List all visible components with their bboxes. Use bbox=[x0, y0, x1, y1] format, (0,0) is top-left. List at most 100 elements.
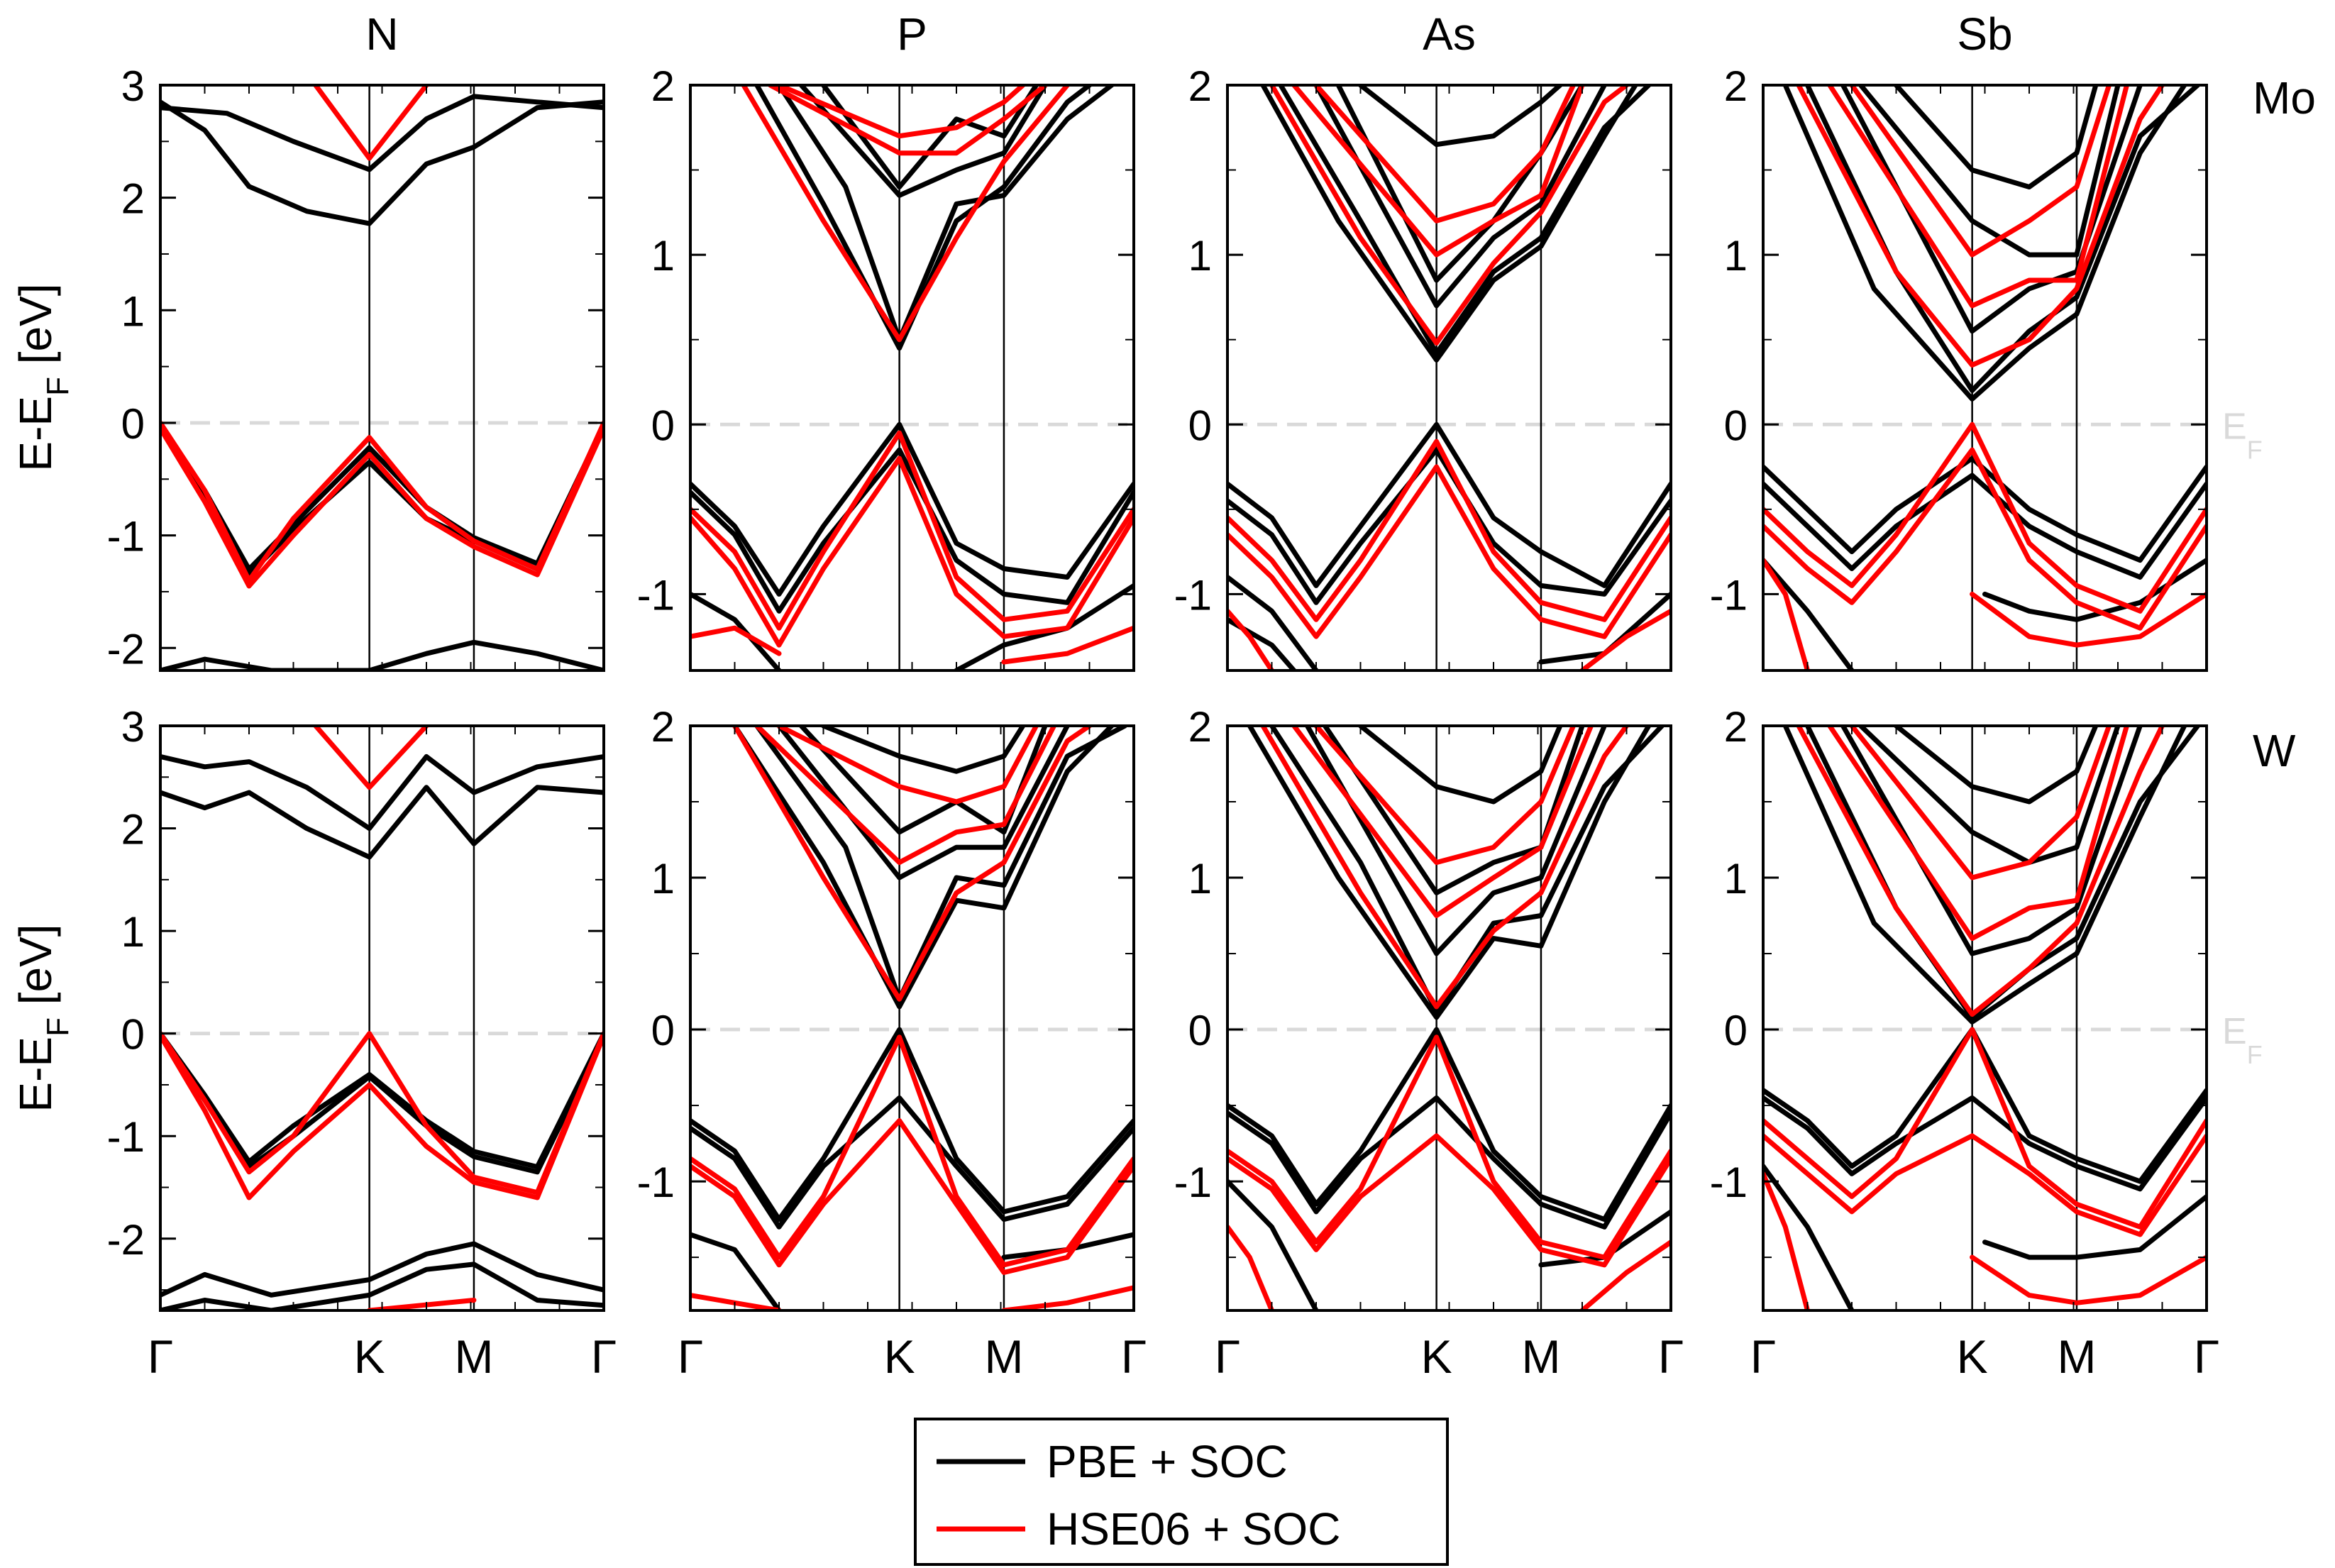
hse-band-5 bbox=[1763, 558, 1810, 670]
pbe-band-4 bbox=[1358, 726, 1563, 805]
y-axis-label-unit: [eV] bbox=[10, 924, 61, 1017]
panel-w-n: -2 -1 0 1 2 3 Γ K M Γ bbox=[107, 703, 617, 1383]
pbe-band-1 bbox=[1278, 85, 1652, 356]
hse-band-4 bbox=[1227, 1133, 1671, 1268]
pbe-band-7 bbox=[1227, 575, 1319, 670]
pbe-band-6 bbox=[1227, 447, 1671, 605]
pbe-band-3 bbox=[1858, 85, 2121, 258]
bands-group bbox=[1227, 726, 1671, 1310]
pbe-band-4 bbox=[160, 1241, 604, 1298]
pbe-band-7 bbox=[1227, 1178, 1319, 1310]
y-tick-label: 2 bbox=[1724, 62, 1748, 110]
pbe-band-7 bbox=[1763, 1164, 1855, 1310]
panel-w-as: -1 0 1 2 Γ K M Γ bbox=[1174, 703, 1684, 1383]
y-tick-label: 2 bbox=[121, 806, 145, 854]
pbe-band-0 bbox=[1247, 726, 1652, 1020]
y-tick-label: 2 bbox=[1188, 62, 1212, 110]
hse-band-0 bbox=[1796, 85, 2165, 368]
hse-band-2 bbox=[1849, 85, 2112, 258]
row-label-w: W bbox=[2253, 725, 2296, 776]
y-tick-label: -1 bbox=[1174, 1159, 1212, 1206]
y-tick-label: 3 bbox=[121, 703, 145, 751]
y-tick-label: 0 bbox=[1724, 402, 1748, 449]
pbe-band-2 bbox=[1840, 85, 2143, 334]
pbe-band-5 bbox=[1763, 456, 2207, 563]
y-tick-label: 1 bbox=[651, 232, 675, 280]
hse-band-5 bbox=[690, 625, 782, 656]
hse-band-1 bbox=[160, 1031, 604, 1196]
pbe-band-4 bbox=[160, 639, 604, 670]
pbe-band-4 bbox=[690, 421, 1134, 597]
hse-band-6 bbox=[1970, 591, 2207, 648]
y-tick-label: -2 bbox=[107, 625, 145, 673]
hse-band-2 bbox=[160, 426, 604, 589]
column-title-as: As bbox=[1423, 9, 1476, 60]
kpath-label-1: K bbox=[1957, 1330, 1988, 1383]
hse-band-6 bbox=[1001, 625, 1134, 665]
panel-w-p: -1 0 1 2 Γ K M Γ bbox=[637, 703, 1147, 1383]
y-tick-label: 0 bbox=[121, 400, 145, 448]
hse-band-2 bbox=[1313, 726, 1576, 866]
y-tick-label: -1 bbox=[1710, 1159, 1748, 1206]
pbe-band-0 bbox=[1782, 85, 2187, 402]
hse-band-4 bbox=[1227, 464, 1671, 639]
pbe-band-0 bbox=[1782, 726, 2187, 1025]
hse-band-2 bbox=[776, 726, 1039, 805]
bands-group bbox=[160, 726, 604, 1310]
y-tick-label: -1 bbox=[1174, 571, 1212, 619]
legend-label-1: HSE06 + SOC bbox=[1047, 1503, 1340, 1555]
fermi-level-label-subscript: F bbox=[2247, 1040, 2263, 1069]
pbe-band-7 bbox=[954, 583, 1134, 670]
pbe-band-3 bbox=[1858, 726, 2121, 866]
hse-band-3 bbox=[690, 430, 1134, 631]
panel-frame bbox=[159, 84, 605, 672]
pbe-band-6 bbox=[690, 591, 782, 670]
panel-mo-p: -1 0 1 2 bbox=[637, 62, 1135, 672]
hse-band-6 bbox=[1970, 1254, 2207, 1305]
pbe-band-0 bbox=[160, 99, 604, 226]
hse-band-0 bbox=[1796, 726, 2165, 1017]
column-title-sb: Sb bbox=[1957, 9, 2012, 60]
pbe-band-3 bbox=[1323, 726, 1585, 895]
kpath-label-3: Γ bbox=[1121, 1330, 1147, 1383]
y-tick-label: 1 bbox=[1724, 232, 1748, 280]
pbe-band-0 bbox=[160, 785, 604, 860]
pbe-band-4 bbox=[1358, 85, 1563, 148]
y-tick-label: 2 bbox=[651, 703, 675, 751]
y-tick-label: -1 bbox=[107, 513, 145, 561]
hse-band-5 bbox=[1227, 608, 1274, 670]
y-axis-label-mo: E-EF [eV] bbox=[10, 283, 75, 471]
panel-mo-as: -1 0 1 2 bbox=[1174, 62, 1672, 672]
hse-band-1 bbox=[754, 726, 1056, 866]
kpath-label-2: M bbox=[454, 1330, 493, 1383]
hse-band-0 bbox=[313, 85, 429, 161]
hse-band-3 bbox=[690, 1034, 1134, 1268]
y-tick-label: 1 bbox=[1188, 232, 1212, 280]
y-tick-label: -1 bbox=[1710, 571, 1748, 619]
legend-label-0: PBE + SOC bbox=[1047, 1436, 1288, 1487]
pbe-band-6 bbox=[1763, 473, 2207, 580]
row-label-mo: Mo bbox=[2253, 72, 2316, 123]
pbe-band-4 bbox=[821, 726, 1026, 774]
pbe-band-2 bbox=[1305, 726, 1607, 956]
bands-group bbox=[1227, 85, 1671, 670]
pbe-band-1 bbox=[160, 94, 604, 172]
pbe-band-5 bbox=[690, 447, 1134, 614]
kpath-label-3: Γ bbox=[2194, 1330, 2219, 1383]
y-tick-label: 2 bbox=[121, 175, 145, 223]
panel-mo-sb: EF -1 0 1 2 bbox=[1710, 62, 2263, 672]
hse-band-0 bbox=[313, 726, 429, 790]
pbe-band-0 bbox=[754, 85, 1092, 351]
fermi-level-label-subscript: F bbox=[2247, 435, 2263, 464]
hse-band-1 bbox=[1291, 726, 1594, 918]
pbe-band-5 bbox=[690, 1027, 1134, 1222]
y-axis-label-subscript: F bbox=[40, 1017, 75, 1037]
hse-band-4 bbox=[1763, 1133, 2207, 1237]
hse-band-6 bbox=[1579, 608, 1671, 670]
pbe-band-8 bbox=[1982, 558, 2207, 622]
hse-band-1 bbox=[1827, 726, 2129, 942]
kpath-label-0: Γ bbox=[678, 1330, 703, 1383]
pbe-band-4 bbox=[1894, 726, 2099, 805]
bands-group bbox=[690, 726, 1134, 1310]
fermi-level-label: EF bbox=[2222, 1011, 2263, 1069]
